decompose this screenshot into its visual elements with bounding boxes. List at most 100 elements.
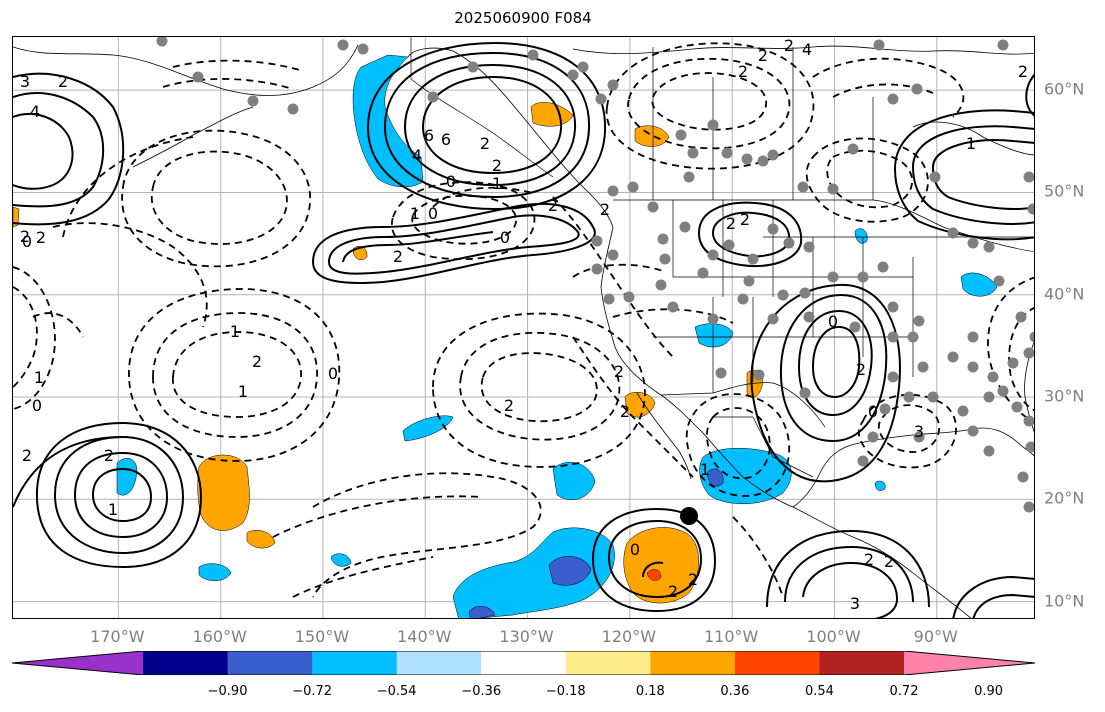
contour-label: 4 [30, 102, 40, 121]
contour-label: 1 [700, 460, 710, 479]
station-dot [737, 293, 749, 305]
blue-anomaly-pacific-tiny [330, 553, 352, 567]
station-dot [687, 147, 699, 159]
longitude-label: 170°W [90, 627, 145, 646]
canada-provinces [652, 47, 874, 200]
contour-label: 2 [1018, 62, 1028, 81]
contour-se-2 [784, 545, 914, 603]
colorbar-tick-label: −0.54 [376, 684, 417, 699]
colorbar-tick-label: 0.72 [889, 684, 919, 699]
station-dot [849, 321, 861, 333]
contour-ushigh-4 [750, 283, 901, 483]
dashed-tropic-east [732, 516, 784, 598]
dashed-offshore-low-1 [480, 352, 598, 423]
station-dot [783, 237, 795, 249]
latitude-label: 10°N [1044, 591, 1085, 611]
contour-label: 1 [410, 204, 420, 223]
contour-label: 2 [252, 352, 262, 371]
dashed-plains-1 [826, 149, 914, 209]
station-dot [715, 367, 727, 379]
station-dot [983, 391, 995, 403]
dashed-central-pacific-low-3 [128, 288, 341, 462]
contour-alaska-high-1 [421, 75, 563, 175]
contour-label: 2 [548, 196, 558, 215]
central-america-coast [792, 506, 972, 618]
contour-label: 2 [864, 550, 874, 569]
station-dot [697, 267, 709, 279]
colorbar-tick-label: 0.90 [974, 684, 1004, 699]
dashed-north-east-1 [812, 57, 965, 118]
contour-label: 4 [802, 40, 812, 59]
contour-label: 2 [738, 62, 748, 81]
orange-anomaly-dateline-edge [13, 206, 20, 228]
station-dots [156, 37, 1034, 513]
contour-label: 1 [238, 382, 248, 401]
station-dot [957, 405, 969, 417]
station-dot [467, 61, 479, 73]
station-dot [913, 315, 925, 327]
station-dot [1017, 471, 1029, 483]
blue-anomaly-small-pacific [198, 563, 232, 581]
colorbar-tick-label: 0.18 [635, 684, 665, 699]
station-dot [357, 43, 369, 55]
contour-rocky-high-1 [711, 211, 791, 258]
colorbar-extend-min [12, 651, 143, 675]
contour-tropical-2 [591, 507, 717, 613]
station-dot [747, 253, 759, 265]
blue-anomaly-east-pacific-strip [402, 415, 454, 442]
station-dot [603, 293, 615, 305]
gulf-of-mexico-coast [792, 427, 1034, 508]
contour-rocky-high-2 [697, 201, 803, 267]
orange-anomaly-tropical-storm [623, 527, 699, 604]
station-dot [927, 391, 939, 403]
us-canada-border [613, 199, 1034, 253]
contour-label: 2 [20, 227, 30, 246]
station-dot [847, 143, 859, 155]
station-dot [591, 235, 603, 247]
station-dot [741, 153, 753, 165]
contour-label: 0 [32, 396, 42, 415]
colorbar-tick-label: −0.90 [207, 684, 248, 699]
station-dot [911, 83, 923, 95]
contour-label: 1 [108, 500, 118, 519]
station-dot [1015, 311, 1027, 323]
station-dot [917, 361, 929, 373]
contour-label: 0 [446, 172, 456, 191]
darkblue-anomaly-mexico-coast [706, 468, 724, 487]
contour-pacific-band-1 [311, 203, 596, 284]
station-dot [247, 95, 259, 107]
solid-contours [13, 41, 1034, 618]
station-dot [623, 291, 635, 303]
north-america-west-coast [600, 226, 794, 508]
station-dot [667, 301, 679, 313]
station-dot [907, 331, 919, 343]
contour-far-se-2 [972, 593, 1034, 618]
station-dot [1023, 171, 1034, 183]
dashed-east-edge-1 [987, 276, 1034, 423]
station-dot [767, 313, 779, 325]
colorbar-tick-label: −0.18 [545, 684, 586, 699]
dashed-subtropical-band-1 [312, 472, 542, 598]
contour-label: 3 [20, 72, 30, 91]
station-dot [799, 387, 811, 399]
contour-canada-east-3 [893, 109, 1034, 241]
station-dot [1025, 441, 1034, 453]
station-dot [913, 431, 925, 443]
colorbar-segment [565, 651, 651, 675]
longitude-label: 90°W [913, 627, 958, 646]
contour-label: 6 [441, 130, 451, 149]
contour-pacific-band-2 [327, 214, 580, 275]
station-dot [577, 61, 589, 73]
station-dot [723, 239, 735, 251]
station-dot [993, 275, 1005, 287]
colorbar-segment [481, 651, 567, 675]
dashed-contours [13, 42, 1034, 598]
latitude-label: 30°N [1044, 386, 1085, 406]
dashed-east-edge-2 [1008, 307, 1034, 412]
station-dot [1007, 357, 1019, 369]
station-dot [607, 79, 619, 91]
orange-anomaly-canada [634, 125, 670, 147]
station-dot [1027, 203, 1034, 215]
contour-label: 2 [620, 402, 630, 421]
